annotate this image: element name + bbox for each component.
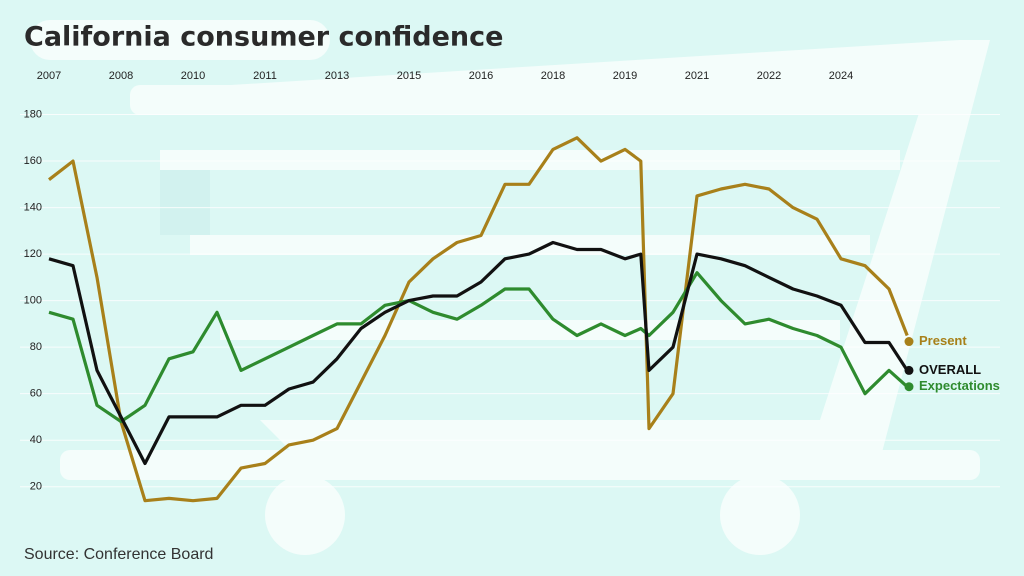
x-tick-label: 2008 bbox=[109, 70, 133, 82]
y-tick-label: 140 bbox=[24, 201, 42, 213]
source: Source: Conference Board bbox=[24, 546, 213, 563]
x-tick-label: 2024 bbox=[829, 70, 853, 82]
legend-marker bbox=[904, 382, 914, 392]
line-0 bbox=[48, 136, 909, 503]
legend-marker bbox=[904, 337, 914, 347]
x-tick-label: 2022 bbox=[757, 70, 781, 82]
y-tick-label: 40 bbox=[30, 434, 42, 446]
legend-label: OVERALL bbox=[919, 362, 981, 377]
x-tick-label: 2013 bbox=[325, 70, 349, 82]
x-tick-label: 2021 bbox=[685, 70, 709, 82]
y-tick-label: 60 bbox=[30, 388, 42, 400]
y-tick-label: 160 bbox=[24, 155, 42, 167]
y-tick-label: 80 bbox=[30, 341, 42, 353]
y-tick-label: 180 bbox=[24, 108, 42, 120]
chart-title: California consumer confidence bbox=[24, 22, 503, 53]
x-tick-label: 2018 bbox=[541, 70, 565, 82]
y-tick-label: 100 bbox=[24, 295, 42, 307]
line-1 bbox=[48, 240, 909, 466]
x-tick-label: 2019 bbox=[613, 70, 637, 82]
legend-label: Expectations bbox=[919, 378, 1000, 393]
legend-label: Present bbox=[919, 333, 967, 348]
line-2 bbox=[48, 271, 909, 424]
cart-cell bbox=[160, 170, 210, 235]
x-tick-label: 2015 bbox=[397, 70, 421, 82]
y-tick-label: 20 bbox=[30, 481, 42, 493]
x-tick-label: 2011 bbox=[253, 70, 277, 82]
y-tick-label: 120 bbox=[24, 248, 42, 260]
legend-marker bbox=[904, 365, 914, 375]
x-tick-label: 2007 bbox=[37, 70, 61, 82]
x-tick-label: 2016 bbox=[469, 70, 493, 82]
x-tick-label: 2010 bbox=[181, 70, 205, 82]
cart-decoration bbox=[30, 20, 990, 555]
